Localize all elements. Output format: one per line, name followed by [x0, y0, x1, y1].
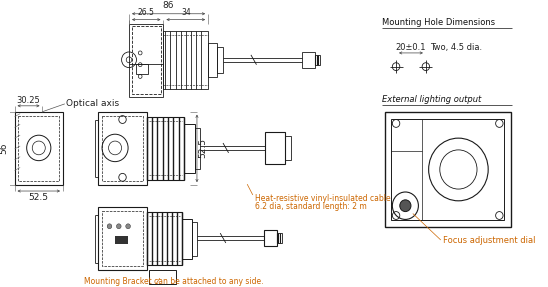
Bar — [129, 24, 163, 97]
Bar — [391, 119, 504, 220]
Circle shape — [107, 224, 112, 229]
Text: Mounting Hole Dimensions: Mounting Hole Dimensions — [382, 18, 495, 28]
Bar — [192, 222, 197, 256]
Bar — [132, 26, 161, 94]
Bar — [15, 112, 63, 185]
Bar — [98, 112, 147, 185]
Circle shape — [126, 224, 130, 229]
Text: 20±0.1: 20±0.1 — [396, 42, 426, 52]
Text: 26.5: 26.5 — [138, 8, 155, 17]
Bar — [265, 132, 286, 164]
Bar — [147, 212, 182, 265]
Bar — [98, 207, 147, 270]
Circle shape — [117, 224, 121, 229]
Text: 6.2 dia, standard length: 2 m: 6.2 dia, standard length: 2 m — [255, 202, 367, 211]
Bar — [163, 31, 208, 89]
Text: 34: 34 — [181, 8, 191, 17]
Text: 30.25: 30.25 — [16, 96, 41, 105]
Bar — [264, 230, 277, 246]
Bar — [277, 233, 282, 243]
Bar — [302, 52, 315, 68]
Bar — [136, 64, 147, 74]
Bar — [195, 128, 199, 170]
Bar — [218, 47, 223, 73]
Bar — [385, 112, 511, 227]
Text: Heat-resistive vinyl-insulated cable: Heat-resistive vinyl-insulated cable — [255, 194, 390, 203]
Text: Two, 4.5 dia.: Two, 4.5 dia. — [430, 42, 482, 52]
Bar — [184, 125, 195, 173]
Bar — [115, 236, 128, 244]
Bar — [18, 116, 59, 181]
Text: 86: 86 — [163, 1, 174, 10]
Text: Focus adjustment dial: Focus adjustment dial — [443, 236, 535, 245]
Bar — [147, 117, 184, 180]
Text: External lighting output: External lighting output — [382, 95, 481, 104]
Bar — [102, 211, 143, 266]
Text: Mounting Bracket can be attached to any side.: Mounting Bracket can be attached to any … — [84, 277, 264, 286]
Circle shape — [400, 200, 411, 212]
Bar — [315, 55, 320, 65]
Text: 52.5: 52.5 — [198, 138, 207, 158]
Bar — [149, 270, 176, 284]
Text: Optical axis: Optical axis — [66, 99, 119, 108]
Bar — [182, 220, 192, 259]
Bar — [286, 136, 291, 160]
Bar — [208, 43, 218, 77]
Text: 52.5: 52.5 — [28, 193, 49, 202]
Bar — [102, 116, 143, 181]
Text: 56: 56 — [0, 142, 8, 154]
